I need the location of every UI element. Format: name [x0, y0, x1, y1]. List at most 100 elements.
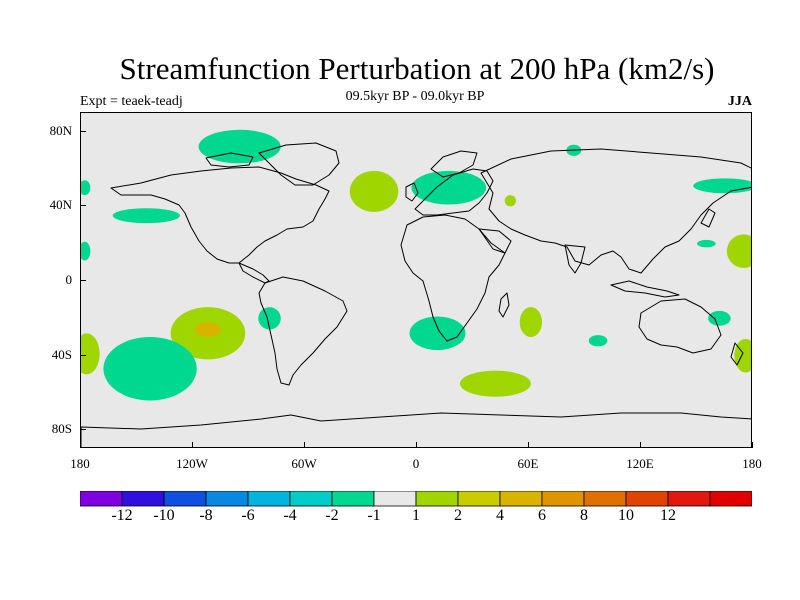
- colorbar-label: 4: [496, 507, 504, 524]
- plot-subtitle: 09.5kyr BP - 09.0kyr BP: [345, 89, 485, 104]
- colorbar-label: -4: [283, 507, 297, 524]
- coast-south-america: [258, 276, 348, 386]
- lon-tick-label: 60W: [291, 456, 317, 471]
- lat-tick-mark: [80, 354, 86, 356]
- colorbar-swatch-5: [289, 491, 333, 507]
- colorbar-label: 8: [580, 507, 588, 524]
- colorbar-swatch-6: [331, 491, 375, 507]
- experiment-label: Expt = teaek-teadj: [80, 94, 183, 109]
- anomaly-region-9: [697, 239, 716, 248]
- lat-tick-label: 40S: [51, 346, 72, 362]
- lon-tick-label: 0: [412, 456, 420, 471]
- anomaly-region-0: [198, 129, 281, 164]
- lon-tick-label: 180: [70, 456, 90, 471]
- lat-tick-mark: [80, 130, 86, 132]
- plot-title: Streamfunction Perturbation at 200 hPa (…: [119, 51, 715, 86]
- map-canvas: [81, 129, 751, 447]
- anomaly-region-5: [411, 170, 487, 205]
- colorbar-label: -10: [153, 507, 175, 524]
- anomaly-region-17: [519, 307, 543, 337]
- anomaly-region-19: [459, 370, 531, 397]
- coast-africa: [400, 214, 506, 342]
- lon-tick-label: 120W: [176, 456, 208, 471]
- coast-central-america: [238, 262, 270, 284]
- coast-japan: [700, 208, 716, 228]
- colorbar-swatch-4: [247, 491, 291, 507]
- lat-tick-mark: [80, 429, 86, 431]
- coast-australia: [638, 298, 722, 354]
- coast-british-isles: [405, 182, 419, 202]
- anomaly-region-15: [103, 337, 197, 401]
- anomaly-region-16: [409, 316, 466, 351]
- coast-asia: [480, 148, 751, 274]
- colorbar-swatch-1: [121, 491, 165, 507]
- colorbar-swatch-12: [583, 491, 627, 507]
- anomaly-region-18: [588, 335, 608, 347]
- anomaly-region-4: [349, 170, 399, 212]
- coast-madagascar: [498, 292, 510, 318]
- colorbar-swatch-14: [667, 491, 711, 507]
- season-label: JJA: [727, 94, 752, 109]
- lat-tick-mark: [80, 205, 86, 207]
- lon-tick-mark: [416, 442, 417, 448]
- lat-tick-label: 80N: [49, 122, 72, 138]
- coast-india: [564, 244, 586, 274]
- coast-north-america: [110, 166, 330, 264]
- lon-tick-label: 60E: [517, 456, 539, 471]
- coast-scandinavia: [430, 150, 478, 178]
- anomaly-region-21: [734, 338, 751, 373]
- colorbar-label: -6: [241, 507, 255, 524]
- coast-arabia: [478, 228, 512, 254]
- lon-tick-label: 120E: [626, 456, 654, 471]
- lat-tick-label: 40N: [49, 197, 72, 213]
- colorbar-swatch-3: [205, 491, 249, 507]
- colorbar-swatch-15: [709, 491, 752, 507]
- colorbar-swatch-9: [457, 491, 501, 507]
- colorbar-swatch-8: [415, 491, 459, 507]
- lon-tick-mark: [80, 442, 81, 448]
- coast-new-zealand: [730, 342, 744, 366]
- colorbar-label: -1: [367, 507, 381, 524]
- colorbar-swatch-0: [80, 491, 123, 507]
- colorbar-swatch-10: [499, 491, 543, 507]
- anomaly-region-10: [726, 234, 751, 268]
- coast-europe: [414, 168, 494, 216]
- anomaly-region-1: [81, 180, 91, 196]
- lon-tick-mark: [528, 442, 529, 448]
- lat-tick-label: 80S: [51, 421, 72, 437]
- coast-antarctica: [81, 412, 751, 447]
- coastline-layer: [81, 142, 751, 447]
- colorbar-label: 2: [454, 507, 462, 524]
- lat-tick-mark: [80, 280, 86, 281]
- lat-tick-label: 0: [65, 272, 73, 287]
- lon-tick-mark: [192, 442, 193, 448]
- anomaly-region-14: [81, 333, 100, 375]
- anomaly-region-8: [693, 178, 751, 194]
- coast-arctic-islands: [205, 152, 254, 168]
- colorbar: [80, 491, 752, 507]
- lon-tick-label: 180: [742, 456, 762, 471]
- colorbar-label: -2: [325, 507, 339, 524]
- colorbar-swatch-11: [541, 491, 585, 507]
- anomaly-region-20: [708, 310, 731, 326]
- anomaly-region-12: [194, 322, 221, 337]
- coast-greenland: [258, 142, 340, 186]
- colorbar-label: -12: [111, 507, 133, 524]
- lon-tick-mark: [304, 442, 305, 448]
- colorbar-label: 6: [538, 507, 546, 524]
- map-panel: [80, 112, 752, 448]
- colorbar-label: 1: [412, 507, 420, 524]
- colorbar-label: 10: [618, 507, 634, 524]
- anomaly-layer: [81, 129, 751, 401]
- lon-tick-mark: [640, 442, 641, 448]
- colorbar-swatch-7: [373, 491, 417, 507]
- lon-tick-mark: [752, 442, 753, 448]
- colorbar-swatch-13: [625, 491, 669, 507]
- anomaly-region-6: [504, 195, 516, 207]
- colorbar-label: -8: [199, 507, 213, 524]
- anomaly-region-3: [81, 241, 91, 261]
- anomaly-region-13: [258, 307, 281, 330]
- coast-indonesia: [610, 280, 680, 298]
- colorbar-swatch-2: [163, 491, 207, 507]
- colorbar-label: 12: [660, 507, 676, 524]
